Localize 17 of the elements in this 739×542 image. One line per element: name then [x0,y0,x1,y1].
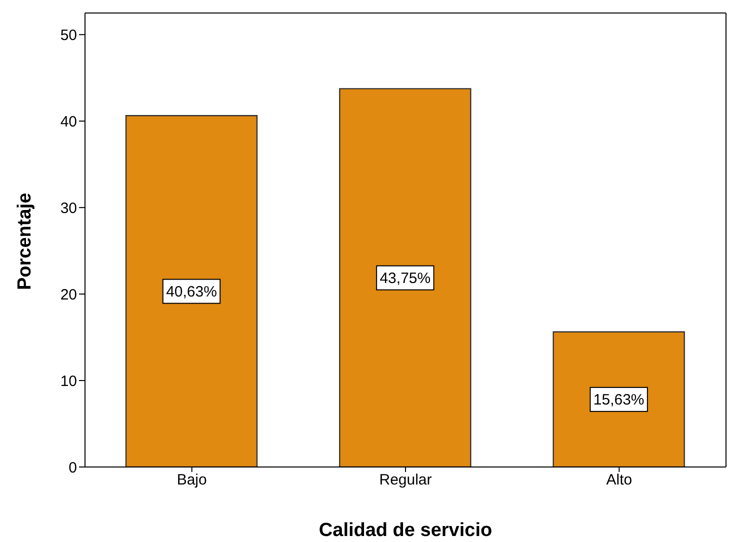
y-tick-label: 30 [60,200,77,217]
y-axis-title: Porcentaje [14,192,36,290]
bar [125,115,258,467]
x-tick-label: Regular [379,472,432,489]
x-axis-title: Calidad de servicio [318,520,492,541]
y-tick-label: 10 [60,372,77,390]
x-tick-label: Bajo [176,472,207,489]
bar [339,88,472,467]
y-tick-label: 40 [60,113,77,130]
x-tick-label: Alto [606,472,632,489]
data-label: 40,63% [166,283,217,300]
data-label: 43,75% [380,270,431,287]
y-tick-label: 50 [60,26,77,44]
y-tick-label: 0 [68,459,77,476]
data-label: 15,63% [593,391,644,408]
y-tick-label: 20 [60,286,77,304]
bar [552,331,685,467]
